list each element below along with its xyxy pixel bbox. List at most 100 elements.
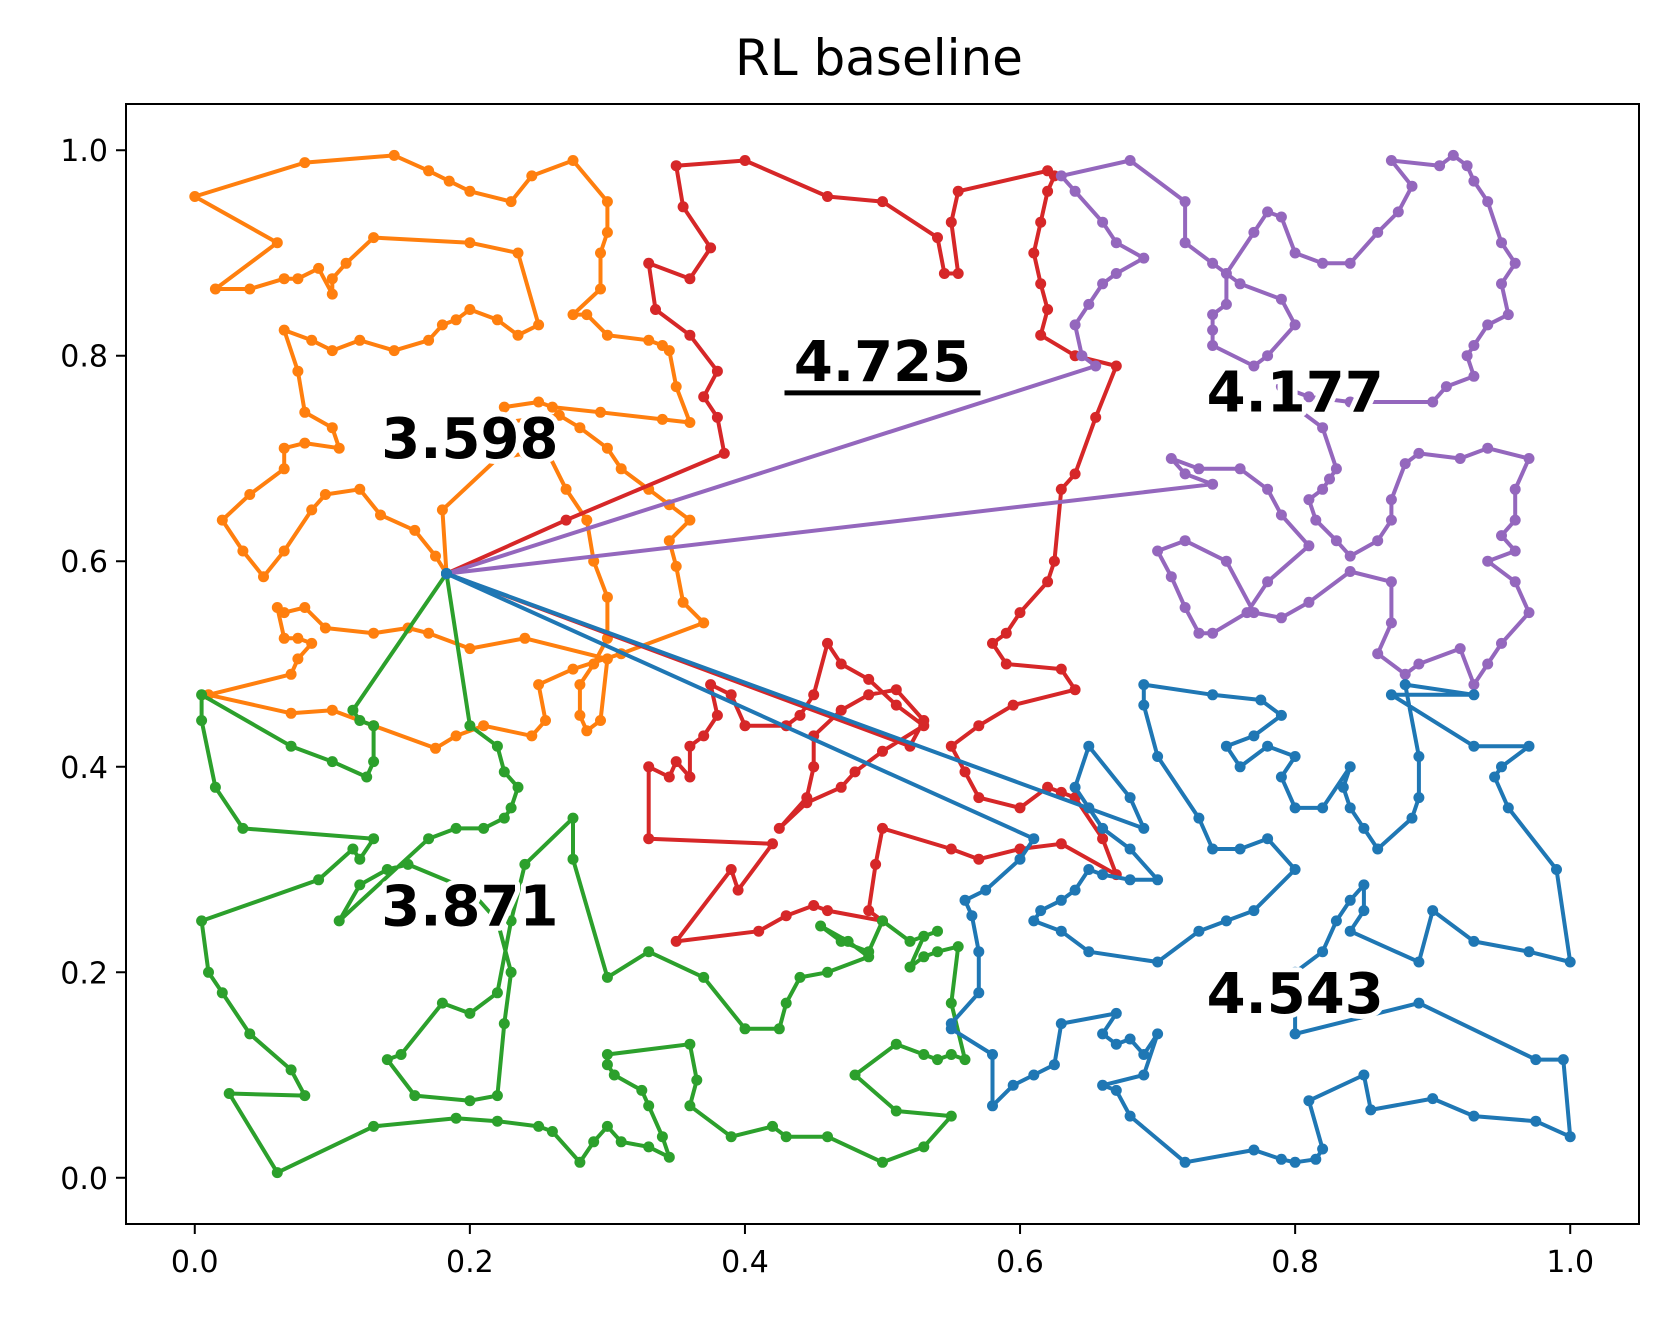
route-5-point xyxy=(1303,1095,1315,1107)
route-2-point xyxy=(822,905,833,917)
route-5-point xyxy=(1220,915,1232,927)
route-1-point xyxy=(278,632,290,644)
route-5-point xyxy=(987,1049,998,1060)
route-5-point xyxy=(1048,1059,1060,1071)
route-4-point xyxy=(478,822,490,834)
route-2-point xyxy=(808,761,820,773)
y-tick-label: 0.4 xyxy=(60,751,108,786)
route-3-point xyxy=(1110,268,1122,279)
route-4-point xyxy=(354,715,366,726)
route-3-point xyxy=(1496,237,1507,249)
route-1-point xyxy=(581,514,593,526)
route-5-point xyxy=(1110,1038,1122,1050)
route-3-point xyxy=(1372,535,1384,547)
route-2-point xyxy=(753,925,765,937)
route-1-point xyxy=(258,571,269,583)
route-4-point xyxy=(932,946,943,958)
route-3-point xyxy=(1179,602,1191,613)
route-3-point xyxy=(1138,252,1150,264)
route-5-point xyxy=(1365,1104,1377,1116)
route-3-point xyxy=(1152,545,1164,557)
route-2-point xyxy=(1042,304,1054,315)
route-5-point xyxy=(1207,843,1219,855)
route-5-point xyxy=(1413,751,1425,762)
route-2-point xyxy=(677,201,689,213)
route-5-point xyxy=(1152,874,1164,886)
route-1-point xyxy=(443,175,455,187)
route-1-point xyxy=(464,304,476,315)
route-1-point xyxy=(533,319,545,331)
route-1-point xyxy=(292,632,304,644)
route-5-point xyxy=(1138,1049,1150,1060)
route-3-point xyxy=(1461,160,1473,172)
route-2-point xyxy=(1042,576,1054,588)
route-5-point xyxy=(1289,751,1301,762)
route-2-point xyxy=(1014,607,1026,619)
route-3-point xyxy=(1344,550,1356,562)
x-tick-label: 0.4 xyxy=(721,1245,769,1280)
route-5-point xyxy=(1289,1028,1301,1040)
route-3-point xyxy=(1468,370,1480,382)
route-3-point xyxy=(1220,298,1232,310)
route-5-point xyxy=(1097,822,1109,834)
route-3-point xyxy=(1275,293,1287,305)
route-1-point xyxy=(423,627,435,639)
route-4-point xyxy=(285,740,297,752)
route-4-point xyxy=(299,1090,311,1102)
route-3-point xyxy=(1496,530,1507,542)
route-2-point xyxy=(650,304,661,315)
route-4-point xyxy=(464,720,476,732)
y-tick-label: 0.0 xyxy=(60,1162,108,1197)
route-3-point xyxy=(1440,381,1452,393)
route-2-point xyxy=(945,740,957,752)
route-4-point xyxy=(588,1136,600,1148)
route-1-point xyxy=(388,345,400,357)
route-4-point xyxy=(491,987,503,999)
route-2-point xyxy=(1007,699,1019,711)
route-3-point xyxy=(1275,509,1287,521)
chart-title: RL baseline xyxy=(735,29,1023,87)
route-4-point xyxy=(347,843,359,855)
route-5-point xyxy=(1028,1069,1040,1081)
route-2-point xyxy=(1000,658,1012,670)
route-1-point xyxy=(512,247,524,259)
route-1-point xyxy=(292,365,304,377)
route-5-point xyxy=(945,1023,957,1035)
route-4-point xyxy=(464,1095,476,1107)
route-4-point xyxy=(615,1136,627,1148)
route-3-point xyxy=(1509,514,1521,526)
route-5-point xyxy=(1317,802,1329,814)
route-4-point xyxy=(409,1090,421,1102)
route-4-point xyxy=(932,1054,943,1066)
route-1-point xyxy=(450,730,462,742)
route-5-point xyxy=(1097,1028,1109,1040)
route-3-point xyxy=(1076,350,1088,362)
route-2-point xyxy=(877,745,888,757)
route-3-point xyxy=(1289,401,1301,413)
route-2-point xyxy=(705,679,717,691)
route-4-point xyxy=(203,966,214,978)
route-2-point xyxy=(973,720,985,732)
route-3-point xyxy=(1468,175,1480,187)
route-5-point xyxy=(1523,946,1535,958)
route-3-point xyxy=(1303,391,1315,403)
route-3-point xyxy=(1385,617,1397,629)
route-5-point xyxy=(1069,884,1081,896)
route-4-point xyxy=(223,1088,235,1099)
y-tick-label: 0.2 xyxy=(60,956,108,991)
route-3-point xyxy=(1427,396,1439,408)
route-5-point xyxy=(1372,843,1384,855)
route-1-point xyxy=(588,658,600,670)
route-3-point xyxy=(1344,396,1356,408)
route-2-point xyxy=(938,268,950,279)
route-4-point xyxy=(285,1064,297,1076)
route-1-point xyxy=(567,663,579,675)
route-3-point xyxy=(1289,247,1301,259)
route-1-point xyxy=(601,329,613,341)
route-5-point xyxy=(1468,740,1480,752)
route-3-point xyxy=(1262,576,1274,588)
route-4-point xyxy=(196,689,208,701)
route-3-point xyxy=(1406,180,1418,192)
route-3-point xyxy=(1275,612,1287,624)
route-1-point xyxy=(299,602,311,613)
